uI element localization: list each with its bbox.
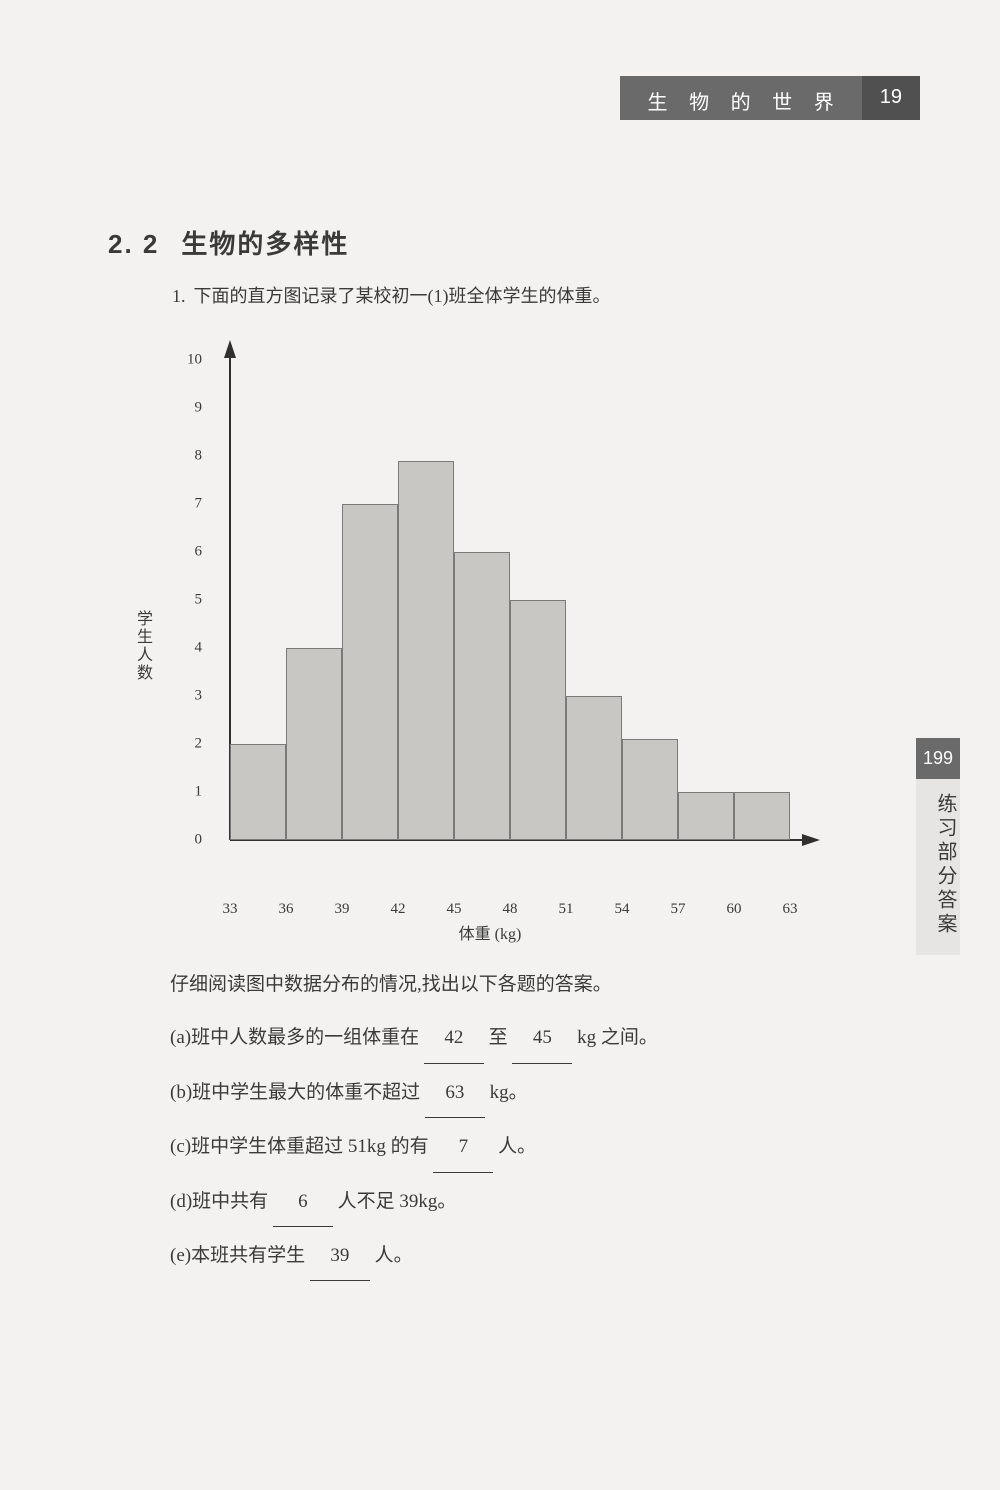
- histogram-bar: [734, 792, 790, 840]
- x-axis-label: 体重 (kg): [140, 920, 840, 944]
- sub-question-a: (a)班中人数最多的一组体重在 42 至 45 kg 之间。: [170, 1013, 890, 1063]
- sub-question-d: (d)班中共有 6 人不足 39kg。: [170, 1177, 890, 1227]
- x-tick-label: 36: [279, 901, 294, 918]
- question-body: 仔细阅读图中数据分布的情况,找出以下各题的答案。 (a)班中人数最多的一组体重在…: [170, 960, 890, 1285]
- y-tick-label: 1: [180, 784, 202, 801]
- qb-post: kg。: [490, 1082, 528, 1103]
- page: 生 物 的 世 界 19 2. 2生物的多样性 1.下面的直方图记录了某校初一(…: [40, 0, 960, 1490]
- histogram-bar: [678, 792, 734, 840]
- y-tick-label: 7: [180, 496, 202, 513]
- qe-post: 人。: [375, 1245, 413, 1266]
- x-tick-label: 48: [503, 901, 518, 918]
- sub-question-e: (e)本班共有学生 39 人。: [170, 1231, 890, 1281]
- qb-pre: (b)班中学生最大的体重不超过: [170, 1082, 420, 1103]
- x-tick-label: 57: [671, 901, 686, 918]
- side-page-tab: 199 练习部分答案: [916, 738, 960, 955]
- histogram-bar: [454, 552, 510, 840]
- histogram-bar: [510, 600, 566, 840]
- y-tick-label: 3: [180, 688, 202, 705]
- qa-post: kg 之间。: [577, 1027, 658, 1048]
- x-tick-label: 60: [727, 901, 742, 918]
- x-tick-label: 54: [615, 901, 630, 918]
- chapter-header-tab: 生 物 的 世 界 19: [620, 76, 920, 120]
- chapter-page-number: 19: [862, 76, 920, 120]
- qa-pre: (a)班中人数最多的一组体重在: [170, 1027, 419, 1048]
- question-read-prompt: 仔细阅读图中数据分布的情况,找出以下各题的答案。: [170, 960, 890, 1009]
- question-intro-text: 下面的直方图记录了某校初一(1)班全体学生的体重。: [194, 286, 611, 306]
- y-tick-label: 9: [180, 400, 202, 417]
- side-page-number: 199: [916, 738, 960, 779]
- y-tick-label: 6: [180, 544, 202, 561]
- histogram-bar: [566, 696, 622, 840]
- section-heading: 2. 2 生物的多样性: [108, 224, 349, 261]
- qa-answer-1: 42: [424, 1013, 484, 1063]
- y-tick-label: 4: [180, 640, 202, 657]
- qd-pre: (d)班中共有: [170, 1191, 268, 1212]
- x-tick-label: 63: [783, 901, 798, 918]
- x-tick-label: 45: [447, 901, 462, 918]
- sub-question-b: (b)班中学生最大的体重不超过 63 kg。: [170, 1068, 890, 1118]
- y-tick-label: 10: [180, 352, 202, 369]
- histogram-bar: [342, 504, 398, 840]
- section-number: 2. 2: [108, 229, 159, 259]
- qc-answer: 7: [433, 1122, 493, 1172]
- qc-post: 人。: [498, 1136, 536, 1157]
- histogram-bar: [622, 739, 678, 840]
- question-intro: 1. 下面的直方图记录了某校初一(1)班全体学生的体重。: [172, 282, 611, 308]
- x-tick-label: 51: [559, 901, 574, 918]
- sub-question-c: (c)班中学生体重超过 51kg 的有 7 人。: [170, 1122, 890, 1172]
- qc-pre: (c)班中学生体重超过 51kg 的有: [170, 1136, 429, 1157]
- y-tick-label: 8: [180, 448, 202, 465]
- qa-mid: 至: [489, 1027, 508, 1048]
- x-tick-label: 33: [223, 901, 238, 918]
- y-tick-label: 2: [180, 736, 202, 753]
- side-page-label: 练习部分答案: [916, 779, 960, 955]
- histogram-bar: [230, 744, 286, 840]
- qd-answer: 6: [273, 1177, 333, 1227]
- section-title: 生物的多样性: [181, 229, 349, 259]
- histogram-bar: [398, 461, 454, 840]
- qe-answer: 39: [310, 1231, 370, 1281]
- y-tick-label: 0: [180, 832, 202, 849]
- chapter-title: 生 物 的 世 界: [620, 76, 862, 120]
- y-axis-label: 学生人数: [130, 610, 154, 682]
- x-tick-label: 39: [335, 901, 350, 918]
- qd-post: 人不足 39kg。: [338, 1191, 457, 1212]
- qb-answer: 63: [425, 1068, 485, 1118]
- question-number: 1.: [172, 286, 186, 306]
- histogram-bar: [286, 648, 342, 840]
- histogram-chart: 学生人数 体重 (kg) 012345678910333639424548515…: [140, 330, 840, 940]
- qa-answer-2: 45: [512, 1013, 572, 1063]
- x-tick-label: 42: [391, 901, 406, 918]
- y-tick-label: 5: [180, 592, 202, 609]
- qe-pre: (e)本班共有学生: [170, 1245, 305, 1266]
